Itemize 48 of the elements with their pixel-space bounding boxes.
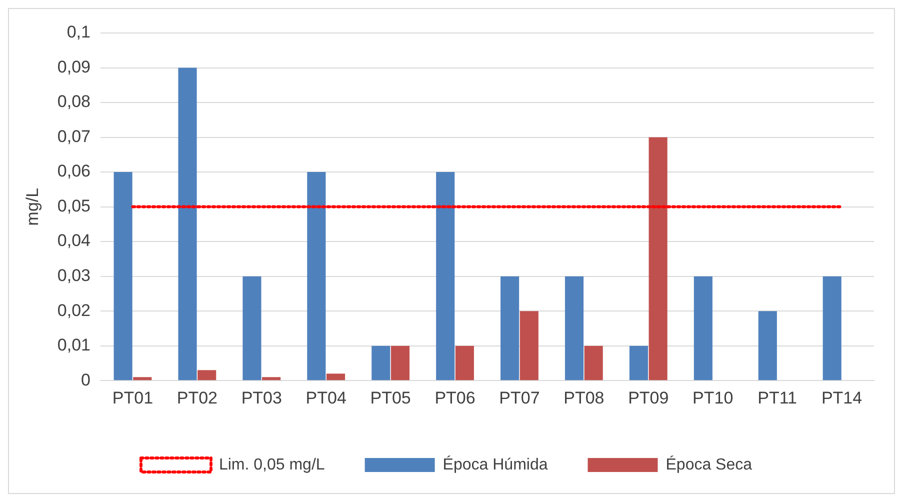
x-tick-label: PT14 xyxy=(821,388,862,408)
bar xyxy=(500,276,520,380)
x-tick-label: PT06 xyxy=(434,388,476,408)
legend-label: Época Húmida xyxy=(442,455,548,474)
y-tick-label: 0,02 xyxy=(57,300,90,320)
bar xyxy=(694,276,712,380)
bar xyxy=(436,172,455,380)
x-tick-label: PT05 xyxy=(370,388,411,408)
x-tick-label: PT08 xyxy=(564,388,604,408)
bar xyxy=(564,276,584,380)
y-tick-label: 0,05 xyxy=(57,196,90,216)
bar xyxy=(372,346,390,380)
bar xyxy=(648,137,668,380)
legend-label: Época Seca xyxy=(666,455,752,474)
bar xyxy=(822,276,842,380)
bar xyxy=(758,311,777,380)
bar xyxy=(114,172,132,380)
bar xyxy=(326,374,346,380)
x-tick-label: PT03 xyxy=(241,388,282,408)
bar xyxy=(629,346,648,380)
y-tick-label: 0,04 xyxy=(57,231,90,250)
x-tick-label: PT04 xyxy=(306,388,346,408)
x-tick-label: PT09 xyxy=(628,388,669,408)
bar xyxy=(262,377,281,380)
y-tick-label: 0,09 xyxy=(57,57,90,76)
y-tick-label: 0,08 xyxy=(57,92,90,112)
legend-label: Lim. 0,05 mg/L xyxy=(218,456,325,474)
bar xyxy=(307,172,326,380)
x-tick-label: PT07 xyxy=(499,388,540,408)
bar xyxy=(178,68,197,380)
bar xyxy=(455,346,474,380)
bar xyxy=(520,311,538,380)
y-tick-label: 0,1 xyxy=(66,22,90,42)
y-tick-label: 0,07 xyxy=(57,126,90,146)
x-tick-label: PT02 xyxy=(176,388,218,408)
y-tick-label: 0 xyxy=(81,370,90,390)
bar xyxy=(198,370,216,380)
bar xyxy=(584,346,603,380)
y-tick-label: 0,06 xyxy=(57,162,90,181)
x-tick-label: PT01 xyxy=(112,388,154,408)
y-axis-title: mg/L xyxy=(22,188,42,226)
x-tick-label: PT11 xyxy=(758,388,797,408)
x-tick-label: PT10 xyxy=(692,388,734,408)
y-tick-label: 0,01 xyxy=(57,336,90,355)
bar xyxy=(133,377,152,380)
bar xyxy=(242,276,262,380)
y-tick-label: 0,03 xyxy=(57,266,90,286)
bar xyxy=(390,346,410,380)
